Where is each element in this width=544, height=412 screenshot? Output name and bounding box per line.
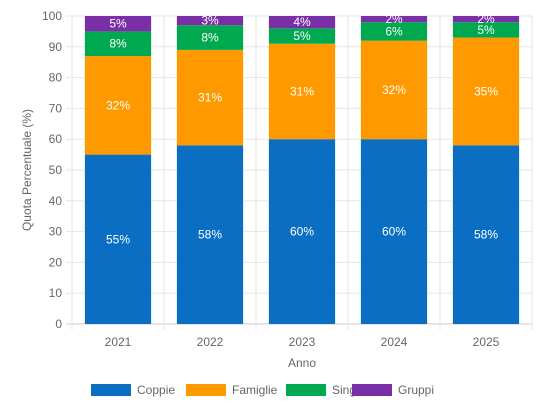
y-tick-label: 70 <box>49 101 63 115</box>
bar-single-2022 <box>176 25 244 50</box>
bar-coppie-2025 <box>452 145 520 324</box>
legend-item-famiglie[interactable]: Famiglie <box>186 383 278 397</box>
data-label: 5% <box>293 29 311 43</box>
bar-coppie-2023 <box>268 139 336 324</box>
data-label: 31% <box>198 91 222 105</box>
bar-single-2021 <box>84 31 152 57</box>
y-tick-label: 40 <box>49 194 63 208</box>
x-tick-label: 2023 <box>289 335 316 349</box>
legend-swatch <box>352 384 392 396</box>
y-tick-label: 20 <box>49 255 63 269</box>
y-axis: 0 10 20 30 40 50 60 70 80 90 100 <box>42 9 62 331</box>
y-tick-label: 0 <box>55 317 62 331</box>
data-label: 35% <box>474 84 498 98</box>
bar-single-2024 <box>360 22 428 41</box>
data-label: 32% <box>382 83 406 97</box>
data-label: 5% <box>109 17 127 31</box>
bar-gruppi-2024 <box>360 16 428 23</box>
legend-swatch <box>286 384 326 396</box>
legend-label: Gruppi <box>398 383 434 397</box>
bar-single-2025 <box>452 22 520 38</box>
bar-coppie-2024 <box>360 139 428 324</box>
data-label: 5% <box>477 23 495 37</box>
data-label: 2% <box>477 12 495 26</box>
y-tick-label: 30 <box>49 225 63 239</box>
x-tick-label: 2021 <box>105 335 132 349</box>
data-label: 8% <box>109 37 127 51</box>
y-tick-label: 50 <box>49 163 63 177</box>
data-label: 8% <box>201 31 219 45</box>
legend[interactable]: Coppie Famiglie Single Gruppi <box>91 383 434 397</box>
x-axis: 2021 2022 2023 2024 2025 <box>105 335 500 349</box>
legend-label: Famiglie <box>232 383 278 397</box>
y-tick-label: 90 <box>49 40 63 54</box>
y-tick-label: 80 <box>49 71 63 85</box>
bar-famiglie-2024 <box>360 40 428 140</box>
y-tick-label: 10 <box>49 286 63 300</box>
bar-gruppi-2023 <box>268 16 336 29</box>
x-tick-label: 2024 <box>381 335 408 349</box>
data-labels: 55%32%8%5%58%31%8%3%60%31%5%4%60%32%6%2%… <box>106 12 498 246</box>
bar-coppie-2022 <box>176 145 244 324</box>
bar-gruppi-2022 <box>176 16 244 26</box>
data-label: 3% <box>201 14 219 28</box>
bar-famiglie-2023 <box>268 43 336 140</box>
legend-swatch <box>186 384 226 396</box>
data-label: 31% <box>290 84 314 98</box>
x-tick-label: 2025 <box>473 335 500 349</box>
x-axis-title: Anno <box>288 356 316 370</box>
data-label: 6% <box>385 24 403 38</box>
bar-famiglie-2022 <box>176 49 244 146</box>
data-label: 58% <box>198 228 222 242</box>
bar-gruppi-2021 <box>84 16 152 32</box>
bar-famiglie-2021 <box>84 56 152 155</box>
legend-swatch <box>91 384 131 396</box>
y-tick-label: 60 <box>49 132 63 146</box>
data-label: 32% <box>106 98 130 112</box>
bar-coppie-2021 <box>84 154 152 324</box>
data-label: 55% <box>106 232 130 246</box>
data-label: 58% <box>474 228 498 242</box>
bar-famiglie-2025 <box>452 37 520 146</box>
bar-single-2023 <box>268 28 336 44</box>
legend-item-coppie[interactable]: Coppie <box>91 383 175 397</box>
data-label: 4% <box>293 15 311 29</box>
data-label: 2% <box>385 12 403 26</box>
legend-item-gruppi[interactable]: Gruppi <box>352 383 434 397</box>
y-axis-title: Quota Percentuale (%) <box>20 109 34 231</box>
data-label: 60% <box>290 225 314 239</box>
legend-label: Coppie <box>137 383 175 397</box>
data-label: 60% <box>382 225 406 239</box>
y-tick-label: 100 <box>42 9 62 23</box>
bars <box>84 16 520 324</box>
x-tick-label: 2022 <box>197 335 224 349</box>
bar-gruppi-2025 <box>452 16 520 23</box>
